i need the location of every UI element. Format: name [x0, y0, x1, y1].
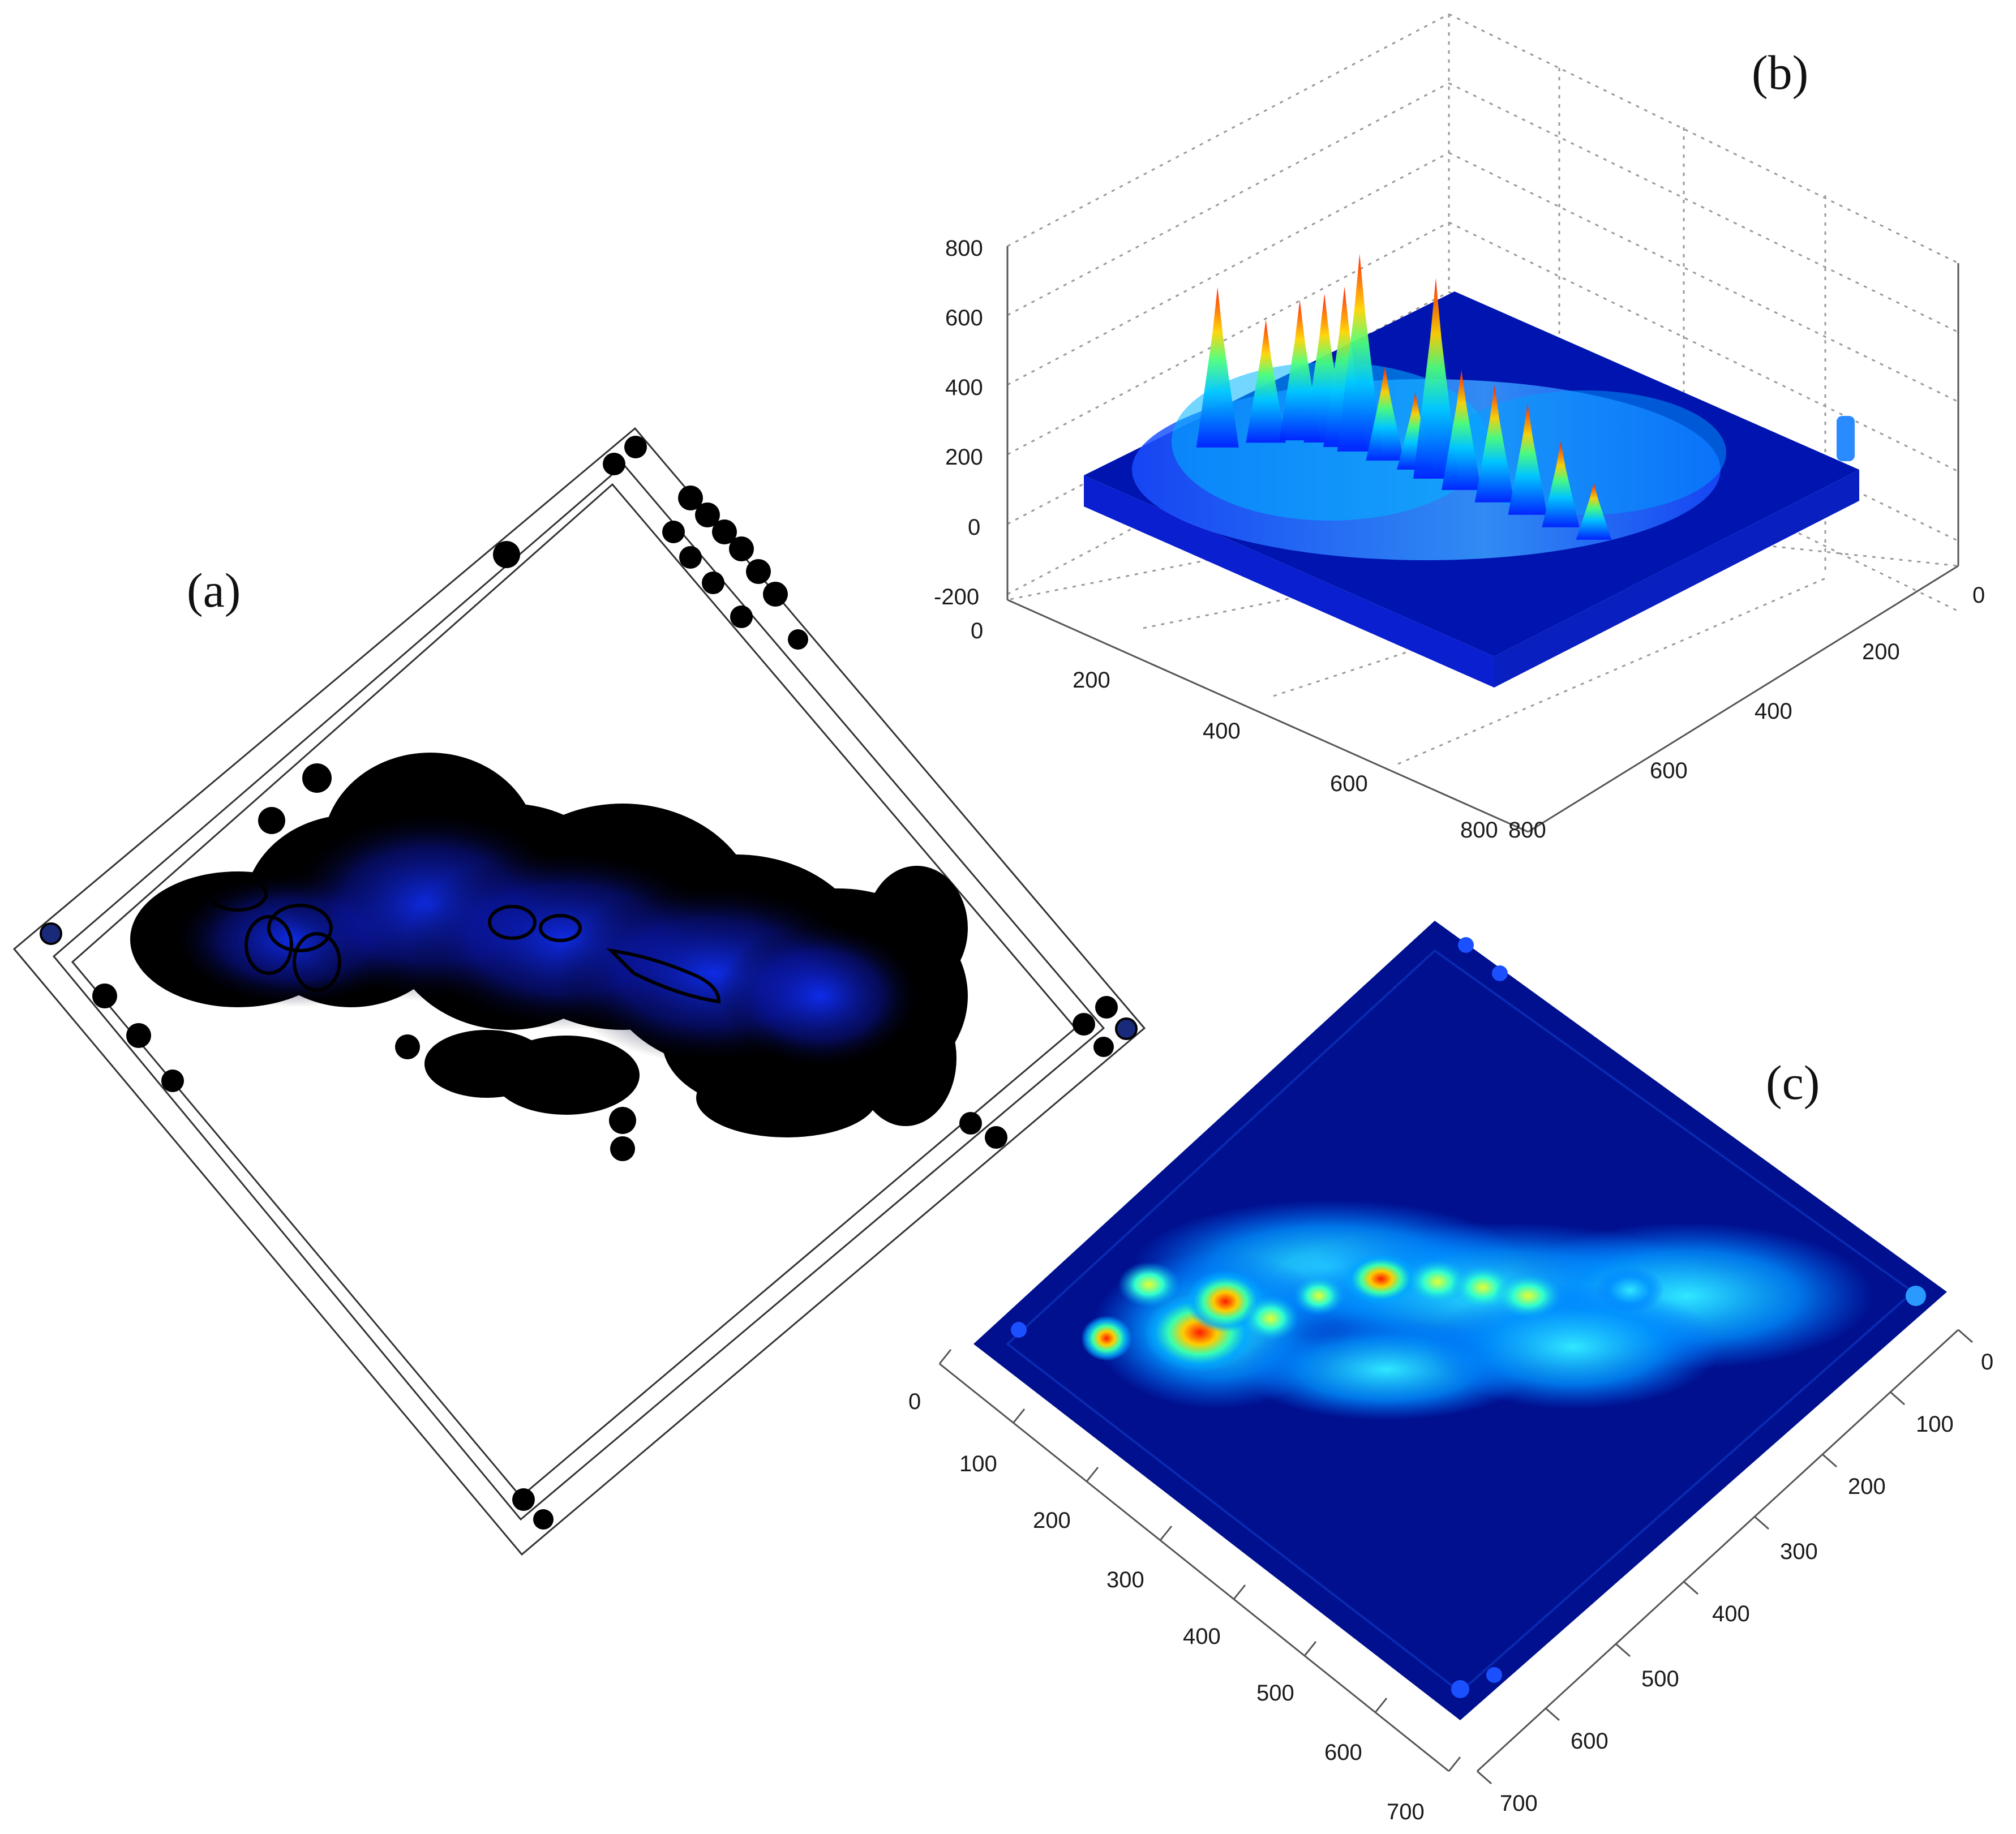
panel-b-base-front — [1084, 475, 1494, 688]
panel-b-y-ticks: 0 200 400 600 800 — [1508, 583, 1985, 843]
x-tick: 0 — [908, 1389, 921, 1414]
y-tick: 700 — [1500, 1791, 1538, 1816]
panel-a-inner-frame — [52, 463, 1105, 1521]
panel-a-boundary-dots — [40, 436, 1138, 1530]
x-tick: 500 — [1256, 1681, 1294, 1706]
surface-peak — [1576, 482, 1612, 540]
y-tick: 400 — [1755, 699, 1792, 724]
panel-a-contours — [151, 877, 721, 1004]
surface-peak — [1474, 385, 1515, 502]
z-tick: 0 — [968, 515, 980, 540]
panel-c-label: (c) — [1766, 1055, 1820, 1110]
x-tick: 200 — [1033, 1508, 1071, 1533]
y-tick: 600 — [1650, 758, 1688, 783]
z-tick: 600 — [945, 306, 983, 330]
x-tick: 200 — [1073, 668, 1110, 693]
y-tick: 800 — [1508, 818, 1546, 843]
panel-c-hotspots — [1081, 1253, 1664, 1372]
surface-peak — [1337, 254, 1382, 452]
surface-peak — [1366, 366, 1404, 461]
z-tick: -200 — [934, 585, 979, 609]
x-tick: 0 — [971, 619, 983, 643]
y-tick: 400 — [1712, 1601, 1750, 1626]
surface-peak — [1508, 403, 1547, 515]
panel-c-x-ticks: 0 100 200 300 400 500 600 700 — [908, 1389, 1425, 1824]
surface-peak — [1196, 287, 1239, 448]
x-tick: 100 — [959, 1451, 997, 1476]
x-tick: 800 — [1460, 818, 1498, 843]
panel-b-axes — [1006, 246, 1959, 833]
panel-b-base-side — [1494, 470, 1859, 688]
surface-peak — [1246, 319, 1286, 443]
panel-c-edge-specks — [1011, 937, 1926, 1698]
y-tick: 0 — [1972, 583, 1985, 608]
y-tick: 200 — [1848, 1474, 1886, 1499]
z-tick: 800 — [945, 236, 983, 261]
surface-peak — [1413, 278, 1459, 479]
y-tick: 0 — [1981, 1350, 1993, 1375]
y-tick: 100 — [1916, 1412, 1954, 1437]
z-tick: 400 — [945, 375, 983, 400]
x-tick: 700 — [1387, 1799, 1425, 1824]
x-tick: 300 — [1106, 1567, 1144, 1592]
x-tick: 400 — [1183, 1624, 1221, 1649]
surface-peak — [1442, 370, 1482, 490]
y-tick: 600 — [1571, 1729, 1608, 1754]
panel-c-axes — [938, 1329, 1973, 1785]
panel-a-outer-frame — [12, 427, 1146, 1556]
surface-peak — [1542, 441, 1580, 527]
panel-c-y-ticks: 0 100 200 300 400 500 600 700 — [1500, 1350, 1993, 1816]
y-tick: 200 — [1862, 639, 1900, 664]
panel-b-label: (b) — [1752, 45, 1809, 100]
x-tick: 600 — [1324, 1740, 1362, 1765]
panel-a-label: (a) — [187, 563, 241, 617]
z-tick: 200 — [945, 445, 983, 470]
x-tick: 600 — [1330, 771, 1368, 796]
panel-b-corner-pillar — [1837, 416, 1855, 461]
y-tick: 500 — [1641, 1667, 1679, 1691]
panel-b-z-ticks: 800 600 400 200 0 -200 — [934, 236, 983, 609]
x-tick: 400 — [1203, 719, 1241, 744]
y-tick: 300 — [1780, 1539, 1818, 1564]
panel-b-peaks — [1196, 254, 1612, 540]
panel-b-x-ticks: 0 200 400 600 800 — [971, 619, 1498, 843]
